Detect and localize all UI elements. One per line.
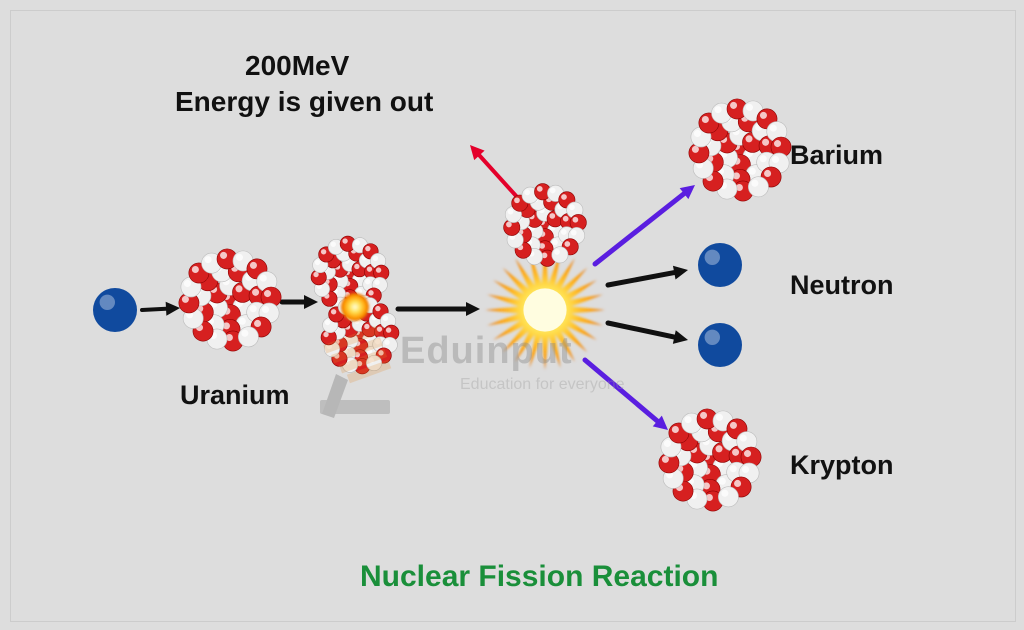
energy-label-line2: Energy is given out (175, 86, 433, 118)
watermark-sub: Education for everyone (460, 376, 625, 394)
neutron-out-2 (698, 323, 742, 367)
watermark-main: Eduinput (400, 330, 573, 373)
nucleus-barium (689, 99, 791, 201)
neutron-incoming (93, 288, 137, 332)
energy-label-line1: 200MeV (245, 50, 349, 82)
label-uranium: Uranium (180, 380, 290, 411)
label-barium: Barium (790, 140, 883, 171)
label-krypton: Krypton (790, 450, 894, 481)
diagram-title: Nuclear Fission Reaction (360, 560, 718, 594)
nucleus-krypton (659, 409, 761, 511)
nucleus-fragment-top (504, 184, 587, 267)
diagram-scene (0, 0, 1024, 630)
nucleus-uranium (179, 249, 281, 351)
label-neutron: Neutron (790, 270, 894, 301)
neutron-out-1 (698, 243, 742, 287)
